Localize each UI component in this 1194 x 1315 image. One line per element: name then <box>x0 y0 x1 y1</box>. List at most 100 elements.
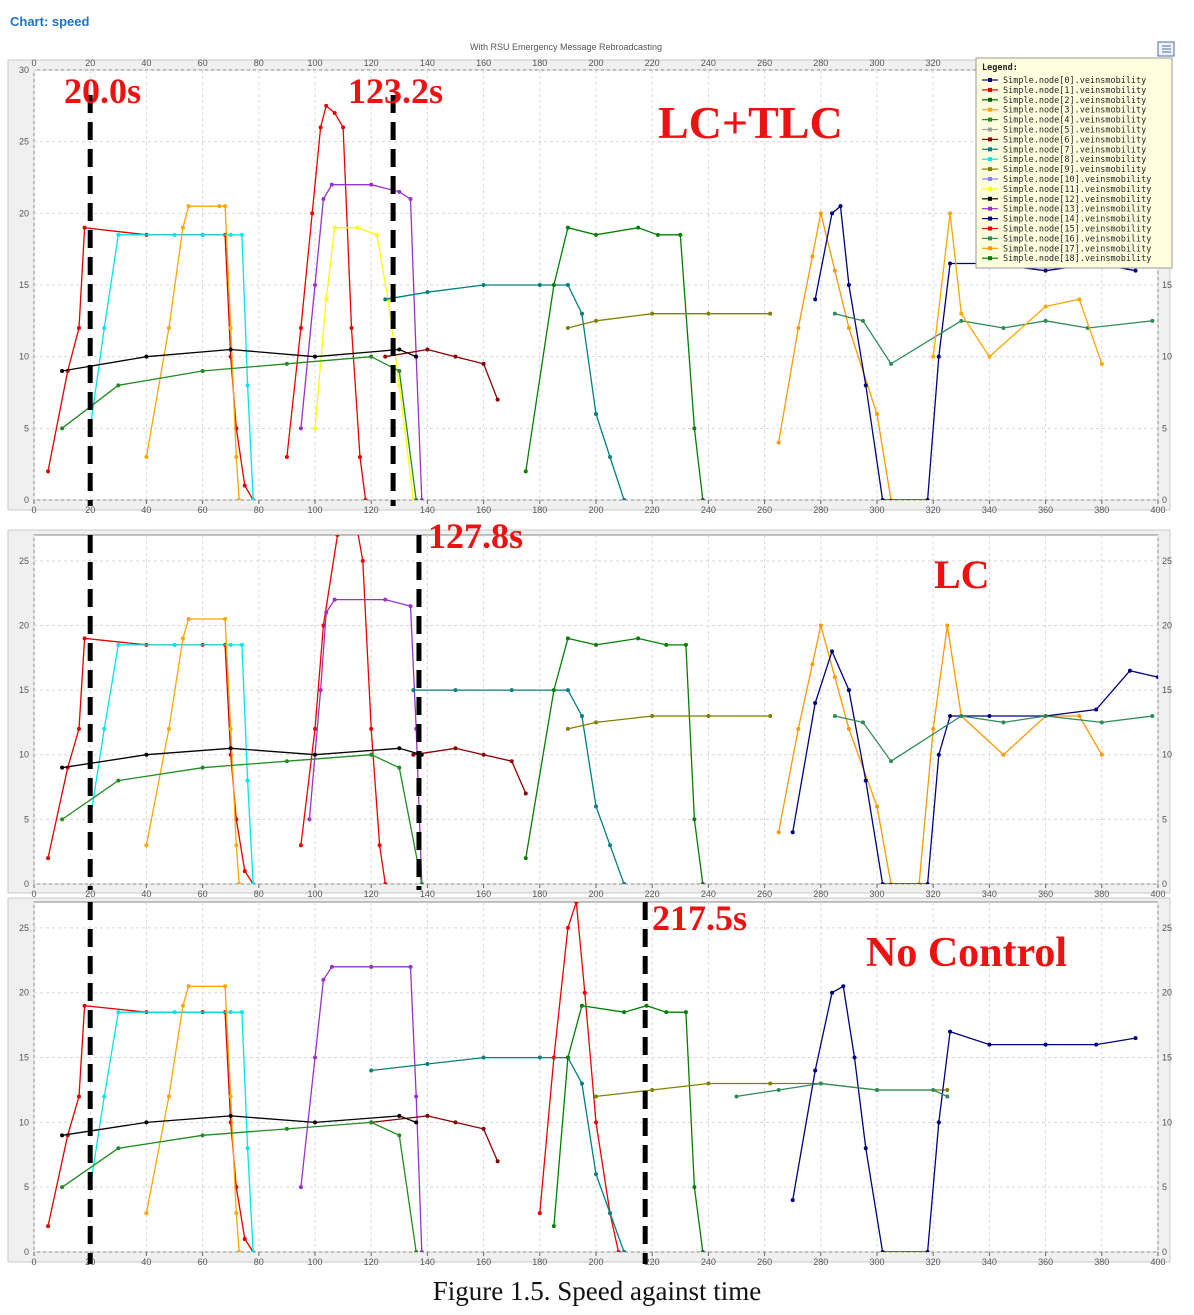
data-point <box>116 642 121 647</box>
data-point <box>414 1094 419 1099</box>
data-point <box>251 1250 256 1252</box>
data-point <box>102 726 107 731</box>
data-point <box>594 1172 598 1177</box>
data-point <box>925 498 930 500</box>
data-point <box>931 1087 936 1092</box>
series-line-1 <box>89 644 254 884</box>
data-point <box>776 1087 781 1092</box>
data-point <box>116 1010 121 1015</box>
event-marker-label: 20.0s <box>64 71 141 111</box>
x-tick-label: 360 <box>1038 889 1053 899</box>
data-point <box>313 426 317 431</box>
data-point <box>60 369 65 373</box>
data-point <box>318 688 323 693</box>
data-point <box>234 1211 239 1216</box>
x-tick-label: 380 <box>1094 505 1109 515</box>
event-marker-label: 123.2s <box>348 71 443 111</box>
x-tick-label-top: 60 <box>198 58 208 68</box>
data-point <box>60 426 65 431</box>
data-point <box>237 1250 242 1252</box>
y-tick-label-right: 20 <box>1162 620 1172 630</box>
data-point <box>551 1224 556 1229</box>
data-point <box>863 778 868 783</box>
legend-item-label: Simple.node[5].veinsmobility <box>1003 126 1146 136</box>
data-point <box>948 713 953 718</box>
data-point <box>832 268 837 273</box>
y-tick-label-right: 10 <box>1162 352 1172 362</box>
data-point <box>217 204 222 209</box>
data-point <box>76 726 81 731</box>
y-tick-label: 5 <box>24 423 29 433</box>
y-tick-label-right: 0 <box>1162 1247 1167 1257</box>
y-tick-label-right: 0 <box>1162 495 1167 505</box>
x-tick-label-top: 160 <box>476 58 491 68</box>
data-point <box>481 1055 486 1060</box>
event-marker-label: 127.8s <box>428 516 523 556</box>
data-point <box>383 597 388 602</box>
y-tick-label-right: 25 <box>1162 556 1172 566</box>
data-point <box>369 1120 374 1125</box>
data-point <box>650 713 655 718</box>
x-tick-label: 280 <box>813 889 828 899</box>
legend-item-label: Simple.node[17].veinsmobility <box>1003 244 1151 254</box>
data-point <box>408 604 413 609</box>
x-tick-label: 80 <box>254 1257 264 1267</box>
legend-item: Simple.node[16].veinsmobility <box>982 234 1151 244</box>
data-point <box>313 354 317 359</box>
event-marker-label: 217.5s <box>652 898 747 938</box>
data-point <box>948 261 953 266</box>
legend-item: Simple.node[6].veinsmobility <box>982 135 1146 145</box>
data-point <box>397 369 402 373</box>
data-point <box>408 197 413 201</box>
data-point <box>650 311 655 316</box>
data-point <box>1001 752 1006 757</box>
y-tick-label-right: 15 <box>1162 1053 1172 1063</box>
data-point <box>832 713 837 718</box>
data-point <box>594 804 598 809</box>
data-point <box>116 778 121 783</box>
data-point <box>880 1250 885 1252</box>
data-point <box>565 225 570 230</box>
data-point <box>959 311 964 316</box>
legend-swatch-marker <box>988 256 992 261</box>
legend-toggle-icon[interactable] <box>1157 41 1175 57</box>
data-point <box>223 204 228 209</box>
y-tick-label: 30 <box>19 65 29 75</box>
legend-box[interactable]: Legend:Simple.node[0].veinsmobilitySimpl… <box>975 41 1175 269</box>
data-point <box>700 882 705 884</box>
data-point <box>180 1003 185 1008</box>
data-point <box>349 326 354 330</box>
x-tick-label: 20 <box>85 889 95 899</box>
data-point <box>481 361 486 366</box>
y-tick-label-right: 5 <box>1162 1182 1167 1192</box>
x-tick-label: 180 <box>532 889 547 899</box>
scenario-label: LC <box>934 552 990 597</box>
data-point <box>594 232 598 237</box>
y-tick-label: 5 <box>24 1182 29 1192</box>
x-tick-label-top: 280 <box>813 58 828 68</box>
legend-swatch-marker <box>988 87 992 92</box>
data-point <box>608 455 613 459</box>
y-tick-label: 10 <box>19 750 29 760</box>
series-line-3 <box>300 535 386 884</box>
data-point <box>818 623 823 628</box>
data-point <box>242 1237 247 1242</box>
x-tick-label: 260 <box>757 1257 772 1267</box>
x-tick-label: 80 <box>254 889 264 899</box>
series-line-9 <box>777 625 1103 884</box>
data-point <box>523 791 528 796</box>
data-point <box>678 232 683 237</box>
data-point <box>46 856 51 861</box>
data-point <box>700 498 705 500</box>
data-point <box>76 1094 81 1099</box>
legend-swatch-marker <box>988 177 992 181</box>
data-point <box>341 125 346 130</box>
x-tick-label-top: 140 <box>420 58 435 68</box>
legend-swatch-marker <box>988 107 992 112</box>
x-tick-label: 360 <box>1038 1257 1053 1267</box>
x-tick-label: 100 <box>307 1257 322 1267</box>
data-point <box>1156 675 1158 680</box>
series-line-4 <box>539 902 620 1252</box>
data-point <box>321 977 326 982</box>
legend-item: Simple.node[18].veinsmobility <box>982 254 1151 264</box>
